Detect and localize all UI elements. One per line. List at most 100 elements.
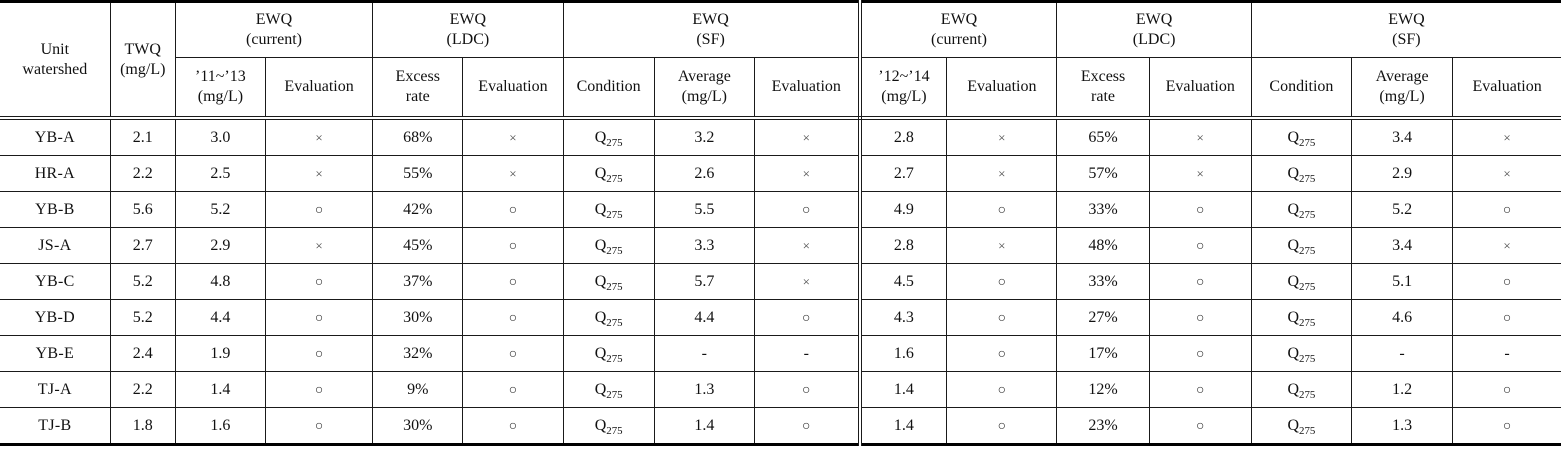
sf-condition-1-cell: Q275 <box>562 299 655 336</box>
sf-average-1-cell: 5.7 <box>653 263 755 300</box>
pass-mark-icon: ○ <box>802 382 811 398</box>
ldc-evaluation-2-cell: × <box>1148 155 1252 192</box>
current-period-1-cell: 5.2 <box>174 191 266 228</box>
fail-mark-icon: × <box>802 273 810 289</box>
sf-average-1-cell: 3.2 <box>653 117 755 156</box>
pass-mark-icon: ○ <box>314 382 324 398</box>
table-row: HR-A 2.2 2.5 × 55% × Q275 2.6 × 2.7 × 57% × Q275 2.9 × <box>0 155 1561 192</box>
ldc-evaluation-1-cell: × <box>462 117 564 156</box>
sf-average-1-cell: 1.4 <box>653 407 755 446</box>
ldc-evaluation-2-cell: ○ <box>1148 263 1252 300</box>
ldc-excess-rate-2-cell: 48% <box>1056 227 1150 264</box>
twq-cell: 5.2 <box>109 263 176 300</box>
fail-mark-icon: × <box>315 129 323 145</box>
pass-mark-icon: ○ <box>997 202 1007 218</box>
fail-mark-icon: × <box>802 237 810 253</box>
col-group-ewq-sf-1: EWQ (SF) <box>562 0 862 58</box>
sf-evaluation-2-cell: ○ <box>1452 299 1561 336</box>
current-period-2-cell: 1.4 <box>859 371 948 408</box>
ldc-evaluation-2-cell: ○ <box>1148 227 1252 264</box>
pass-mark-icon: ○ <box>508 346 518 362</box>
sf-condition-2-cell: Q275 <box>1250 227 1353 264</box>
pass-mark-icon: ○ <box>508 382 518 398</box>
col-group-ewq-ldc-2: EWQ (LDC) <box>1056 0 1252 58</box>
col-header-condition-2: Condition <box>1250 57 1353 120</box>
table-row: YB-C 5.2 4.8 ○ 37% ○ Q275 5.7 × 4.5 ○ 33% ○ Q275 5.1 ○ <box>0 263 1561 300</box>
twq-cell: 5.2 <box>109 299 176 336</box>
sf-condition-2-cell: Q275 <box>1250 407 1353 446</box>
unit-watershed-cell: YB-B <box>0 191 111 228</box>
current-period-2-cell: 2.8 <box>859 227 948 264</box>
sf-condition-2-cell: Q275 <box>1250 299 1353 336</box>
sf-evaluation-1-cell: ○ <box>753 299 862 336</box>
fail-mark-icon: × <box>998 237 1006 253</box>
current-evaluation-1-cell: × <box>264 117 374 156</box>
ldc-evaluation-1-cell: ○ <box>462 191 564 228</box>
current-period-1-cell: 4.4 <box>174 299 266 336</box>
ldc-evaluation-1-cell: ○ <box>462 299 564 336</box>
sf-condition-2-cell: Q275 <box>1250 155 1353 192</box>
sf-condition-2-cell: Q275 <box>1250 191 1353 228</box>
sf-evaluation-1-cell: ○ <box>753 371 862 408</box>
ldc-evaluation-1-cell: ○ <box>462 335 564 372</box>
ldc-evaluation-1-cell: ○ <box>462 227 564 264</box>
unit-watershed-cell: YB-D <box>0 299 111 336</box>
ldc-excess-rate-2-cell: 33% <box>1056 263 1150 300</box>
sf-evaluation-2-cell: × <box>1452 155 1561 192</box>
pass-mark-icon: ○ <box>1195 238 1205 254</box>
current-period-1-cell: 3.0 <box>174 117 266 156</box>
sf-evaluation-2-cell: ○ <box>1452 371 1561 408</box>
pass-mark-icon: ○ <box>802 310 811 326</box>
ldc-evaluation-1-cell: × <box>462 155 564 192</box>
twq-cell: 2.2 <box>109 155 176 192</box>
ldc-evaluation-2-cell: ○ <box>1148 407 1252 446</box>
current-evaluation-2-cell: × <box>946 117 1058 156</box>
unit-watershed-cell: TJ-B <box>0 407 111 446</box>
table-body: YB-A 2.1 3.0 × 68% × Q275 3.2 × 2.8 × 65% × Q275 3.4 × H… <box>0 117 1561 446</box>
ldc-evaluation-1-cell: ○ <box>462 371 564 408</box>
current-evaluation-1-cell: ○ <box>264 263 374 300</box>
ldc-excess-rate-1-cell: 68% <box>372 117 464 156</box>
current-evaluation-1-cell: ○ <box>264 191 374 228</box>
sf-average-1-cell: 1.3 <box>653 371 755 408</box>
col-header-evaluation-current-2: Evaluation <box>946 57 1058 120</box>
table-row: TJ-B 1.8 1.6 ○ 30% ○ Q275 1.4 ○ 1.4 ○ 23% ○ Q275 1.3 ○ <box>0 407 1561 446</box>
twq-cell: 2.1 <box>109 117 176 156</box>
fail-mark-icon: × <box>1503 129 1511 145</box>
pass-mark-icon: ○ <box>997 346 1007 362</box>
ldc-evaluation-2-cell: ○ <box>1148 299 1252 336</box>
twq-cell: 1.8 <box>109 407 176 446</box>
sf-evaluation-2-cell: - <box>1452 335 1561 372</box>
current-period-1-cell: 4.8 <box>174 263 266 300</box>
ldc-excess-rate-1-cell: 42% <box>372 191 464 228</box>
fail-mark-icon: × <box>998 129 1006 145</box>
sf-condition-2-cell: Q275 <box>1250 117 1353 156</box>
col-header-period-12-14: ’12~’14 (mg/L) <box>859 57 948 120</box>
sf-average-1-cell: 5.5 <box>653 191 755 228</box>
current-evaluation-2-cell: × <box>946 227 1058 264</box>
table-row: YB-D 5.2 4.4 ○ 30% ○ Q275 4.4 ○ 4.3 ○ 27% ○ Q275 4.6 ○ <box>0 299 1561 336</box>
unit-watershed-cell: HR-A <box>0 155 111 192</box>
ldc-evaluation-2-cell: ○ <box>1148 371 1252 408</box>
ldc-excess-rate-1-cell: 55% <box>372 155 464 192</box>
sf-evaluation-1-cell: × <box>753 117 862 156</box>
sf-evaluation-2-cell: ○ <box>1452 263 1561 300</box>
table-header: Unit watershed TWQ (mg/L) EWQ (current) … <box>0 0 1561 120</box>
current-period-1-cell: 2.9 <box>174 227 266 264</box>
ldc-excess-rate-2-cell: 57% <box>1056 155 1150 192</box>
fail-mark-icon: × <box>315 237 323 253</box>
current-evaluation-2-cell: ○ <box>946 263 1058 300</box>
col-header-period-11-13: ’11~’13 (mg/L) <box>174 57 266 120</box>
current-evaluation-2-cell: × <box>946 155 1058 192</box>
sf-condition-1-cell: Q275 <box>562 263 655 300</box>
current-period-2-cell: 4.3 <box>859 299 948 336</box>
ldc-excess-rate-2-cell: 27% <box>1056 299 1150 336</box>
twq-cell: 5.6 <box>109 191 176 228</box>
sf-condition-1-cell: Q275 <box>562 155 655 192</box>
fail-mark-icon: × <box>1196 129 1204 145</box>
col-header-unit-watershed: Unit watershed <box>0 0 111 120</box>
current-evaluation-1-cell: × <box>264 155 374 192</box>
sf-average-2-cell: 5.1 <box>1350 263 1454 300</box>
table-row: YB-B 5.6 5.2 ○ 42% ○ Q275 5.5 ○ 4.9 ○ 33% ○ Q275 5.2 ○ <box>0 191 1561 228</box>
ldc-evaluation-1-cell: ○ <box>462 263 564 300</box>
